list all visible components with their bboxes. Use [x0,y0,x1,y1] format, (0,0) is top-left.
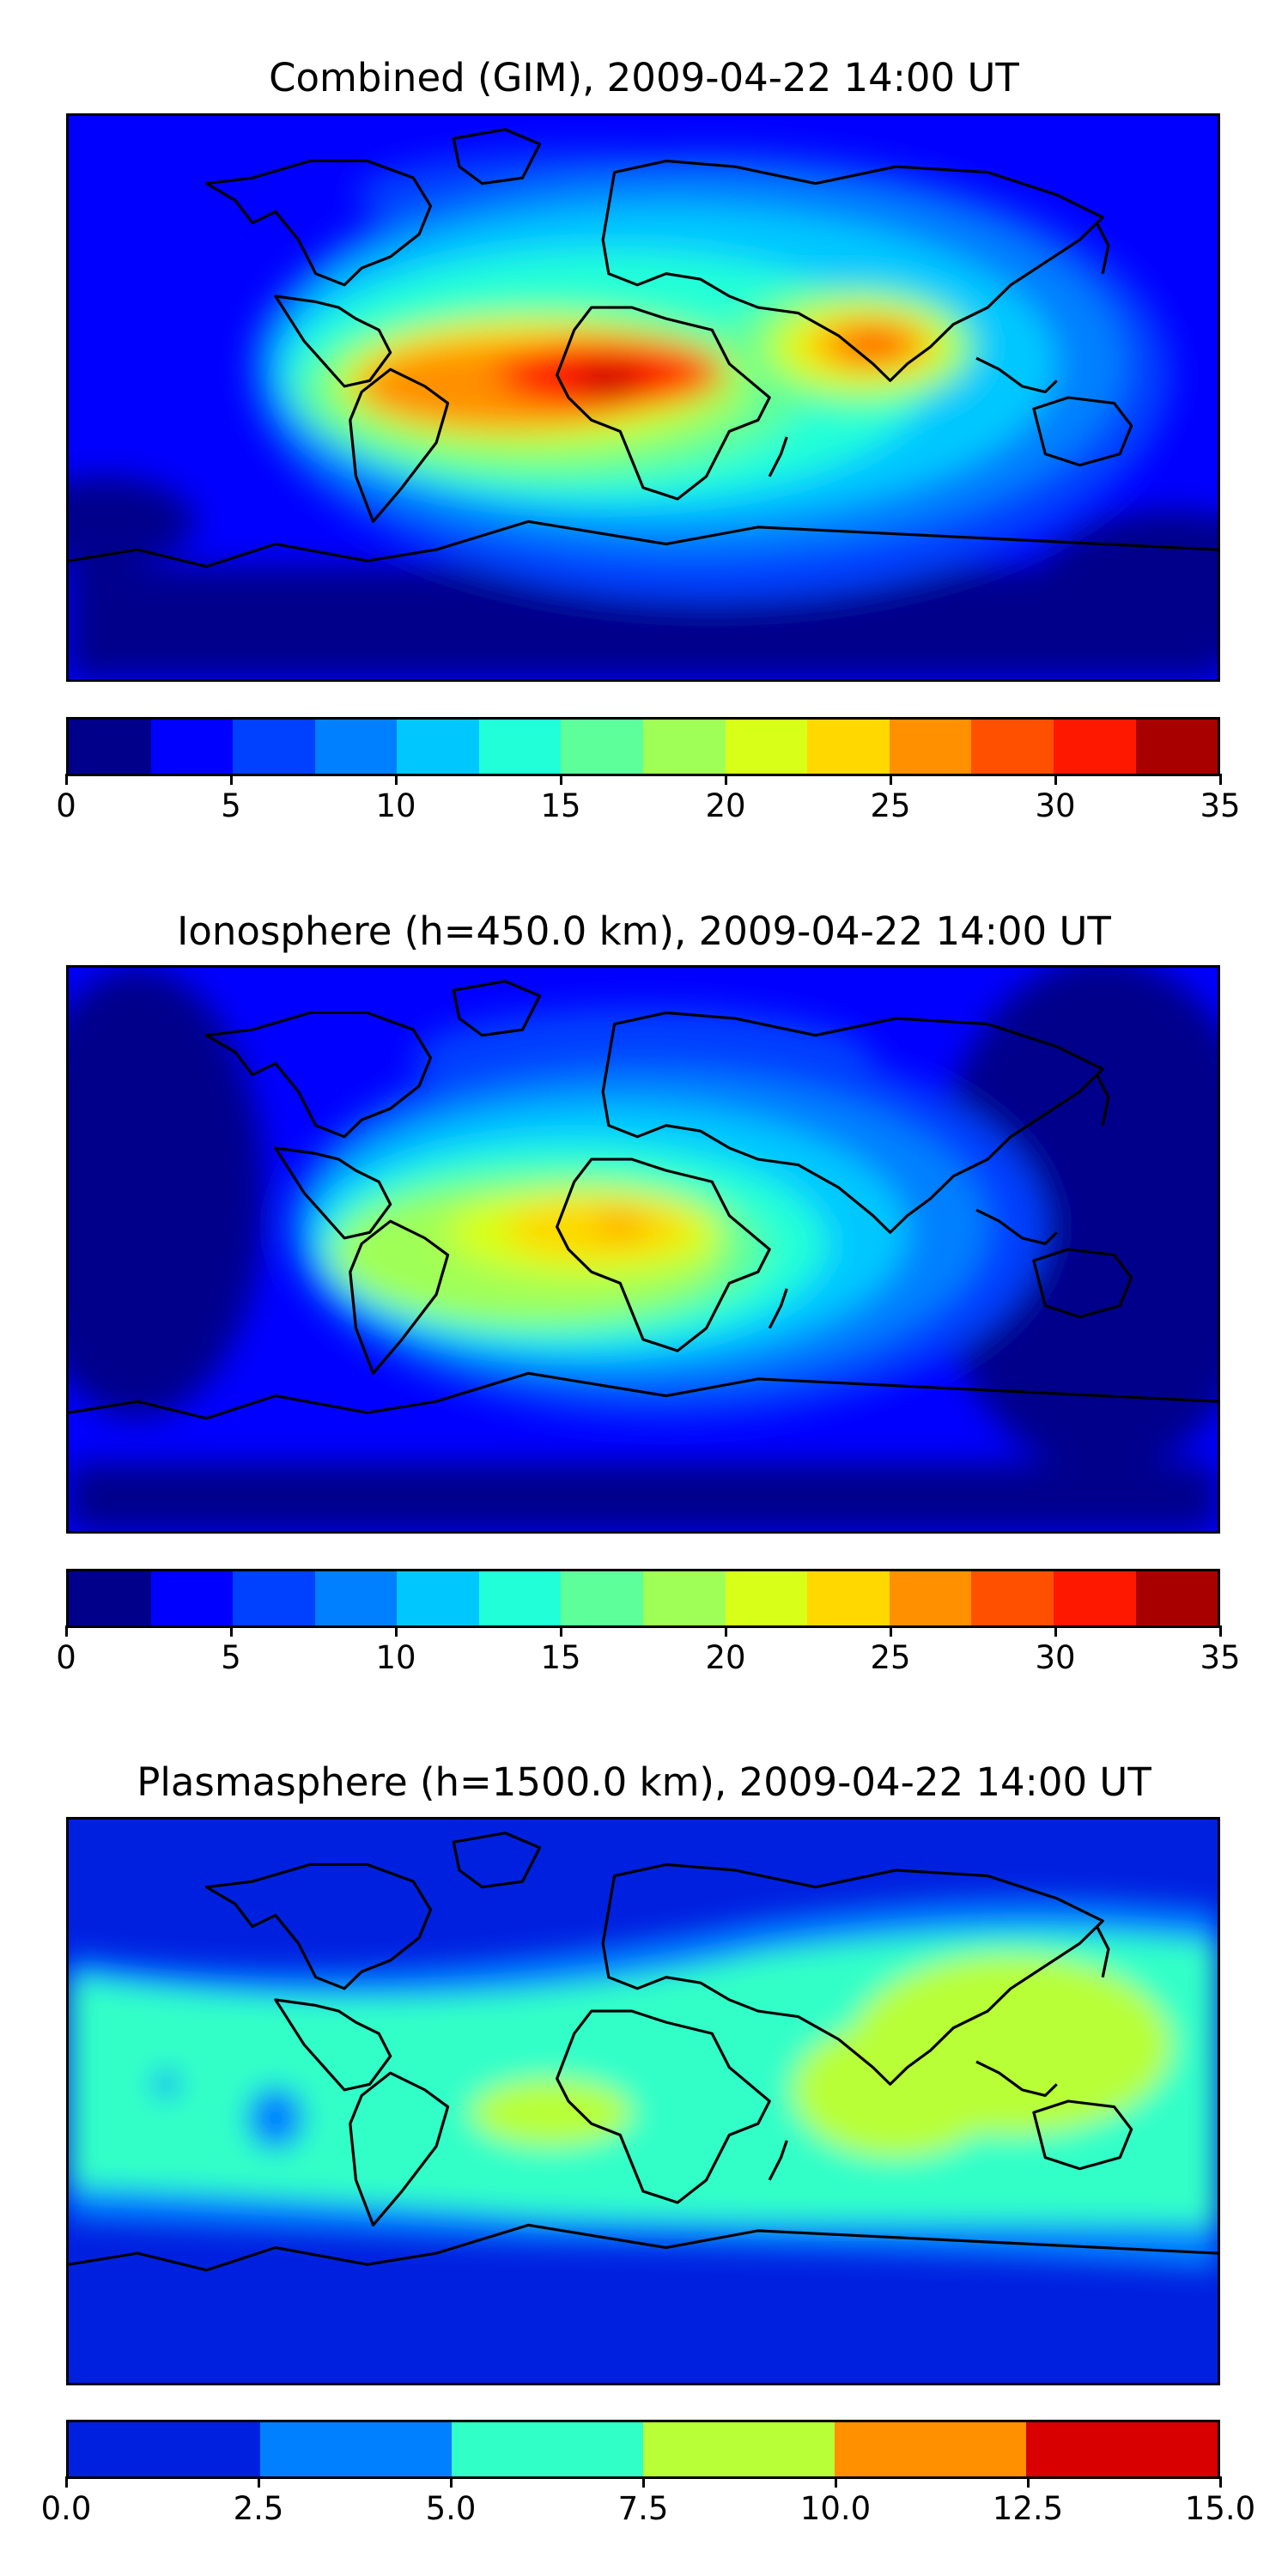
colorbar-tick [1218,2476,1222,2488]
colorbar-cell [260,2422,452,2476]
colorbar-tick [1054,1625,1057,1637]
colorbar-cell [643,1571,726,1625]
colorbar-tick [559,774,562,785]
colorbar-tick-label: 0 [56,1639,76,1676]
colorbar-cell [1135,720,1218,774]
colorbar-tick-label: 0 [56,787,76,824]
colorbar-cell [725,1571,808,1625]
colorbar-cell [807,720,890,774]
colorbar-cell [889,1571,972,1625]
colorbar-tick [834,2476,837,2488]
colorbar-tick-label: 5 [221,787,241,824]
colorbar-cell [233,1571,315,1625]
map-svg-plasmasphere [69,1820,1218,2383]
colorbar-cell [233,720,315,774]
colorbar-tick [449,2476,453,2488]
colorbar-tick-label: 0.0 [40,2490,92,2527]
colorbar-cell [561,720,644,774]
colorbar-tick-label: 15 [540,787,581,824]
colorbar-cell [807,1571,890,1625]
colorbar-cell [150,1571,234,1625]
colorbar-cell [971,720,1054,774]
colorbar-cell [397,720,479,774]
colorbar-tick [1218,1625,1222,1637]
colorbar-cell [314,1571,398,1625]
colorbar-cell [1135,1571,1218,1625]
colorbar-tick [559,1625,562,1637]
colorbar-cell [1053,720,1136,774]
colorbar-tick-label: 10 [375,787,416,824]
colorbar-tick-label: 25 [870,787,911,824]
colorbar-cell [478,1571,562,1625]
colorbar-tick-label: 35 [1200,787,1241,824]
colorbar-tick-label: 10 [375,1639,416,1676]
colorbar-tick [1218,774,1222,785]
colorbar-tick [394,774,398,785]
colorbar-cell [835,2422,1026,2476]
colorbar-tick [1026,2476,1030,2488]
colorbar-tick [64,1625,68,1637]
map-svg-ionosphere [69,968,1218,1531]
colorbar-cell [452,2422,643,2476]
colorbar-cell [725,720,808,774]
map-plasmasphere [66,1817,1220,2385]
colorbar-tick [889,774,892,785]
colorbar-cell [69,720,151,774]
colorbar-cell [69,2422,260,2476]
colorbar-tick [64,774,68,785]
colorbar-tick [724,1625,727,1637]
colorbar-tick-label: 35 [1200,1639,1241,1676]
colorbar-tick [394,1625,398,1637]
colorbar-cell [69,1571,151,1625]
colorbar-tick-label: 15.0 [1184,2490,1256,2527]
colorbar-tick-label: 25 [870,1639,911,1676]
panel-title-ionosphere: Ionosphere (h=450.0 km), 2009-04-22 14:0… [177,908,1111,954]
panel-title-combined: Combined (GIM), 2009-04-22 14:00 UT [269,55,1019,100]
colorbar-ticks-plasmasphere: 0.0 2.5 5.0 7.5 10.0 12.5 15.0 [41,2476,1255,2528]
colorbar-cell [478,720,562,774]
colorbar-cell [643,720,726,774]
colorbar-tick-label: 7.5 [617,2490,669,2527]
colorbar-cell [889,720,972,774]
colorbar-tick [1054,774,1057,785]
colorbar-cell [1026,2422,1218,2476]
colorbar-ticks-ionosphere: 0 5 10 15 20 25 30 35 [56,1625,1241,1677]
map-combined [66,113,1220,682]
colorbar-tick [64,2476,68,2488]
colorbar-cell [643,2422,835,2476]
colorbar-cell [314,720,398,774]
colorbar-cell [1053,1571,1136,1625]
colorbar-combined [66,717,1220,776]
colorbar-tick-label: 5 [221,1639,241,1676]
colorbar-tick-label: 30 [1035,1639,1076,1676]
colorbar-plasmasphere [66,2420,1220,2479]
colorbar-cell [971,1571,1054,1625]
colorbar-tick-label: 10.0 [799,2490,872,2527]
colorbar-tick-label: 2.5 [233,2490,284,2527]
colorbar-tick [257,2476,260,2488]
colorbar-cell [397,1571,479,1625]
colorbar-tick [724,774,727,785]
panel-title-plasmasphere: Plasmasphere (h=1500.0 km), 2009-04-22 1… [137,1759,1151,1805]
colorbar-tick [229,774,233,785]
map-ionosphere [66,965,1220,1534]
colorbar-tick-label: 30 [1035,787,1076,824]
map-svg-combined [69,116,1218,679]
colorbar-tick-label: 12.5 [992,2490,1064,2527]
colorbar-tick [641,2476,645,2488]
colorbar-tick [889,1625,892,1637]
colorbar-tick-label: 20 [705,1639,746,1676]
colorbar-tick-label: 15 [540,1639,581,1676]
colorbar-tick-label: 5.0 [425,2490,477,2527]
colorbar-cell [561,1571,644,1625]
colorbar-ticks-combined: 0 5 10 15 20 25 30 35 [56,774,1241,825]
colorbar-tick [229,1625,233,1637]
colorbar-ionosphere [66,1569,1220,1628]
colorbar-tick-label: 20 [705,787,746,824]
colorbar-cell [150,720,234,774]
